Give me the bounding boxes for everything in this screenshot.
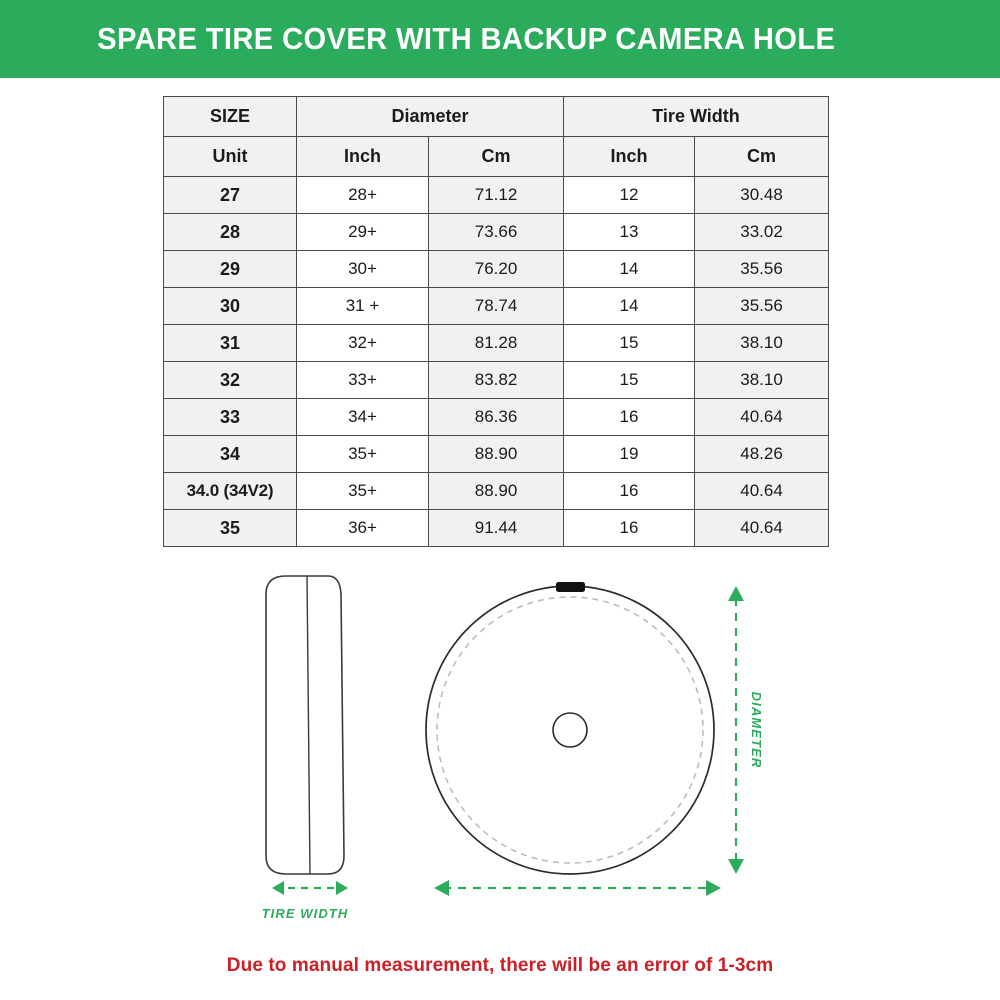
cell-width-cm: 38.10	[694, 361, 830, 399]
cell-diameter-inch: 29+	[296, 213, 429, 251]
diameter-arrow-down-icon	[728, 859, 744, 874]
tire-width-arrow-right-icon	[336, 881, 348, 895]
cell-diameter-cm: 86.36	[427, 398, 565, 436]
column-header-width-inch: Inch	[563, 136, 696, 177]
cell-size: 30	[163, 287, 297, 325]
table-row: 31 32+ 81.28 15 38.10	[163, 324, 830, 362]
cell-width-cm: 40.64	[694, 398, 830, 436]
column-header-diameter-inch: Inch	[296, 136, 429, 177]
cell-width-cm: 33.02	[694, 213, 830, 251]
cell-diameter-inch: 28+	[296, 176, 429, 214]
cell-width-cm: 35.56	[694, 287, 830, 325]
cell-diameter-inch: 35+	[296, 472, 429, 510]
cell-diameter-inch: 35+	[296, 435, 429, 473]
cell-diameter-inch: 36+	[296, 509, 429, 547]
table-row: 33 34+ 86.36 16 40.64	[163, 398, 830, 436]
cell-width-cm: 40.64	[694, 509, 830, 547]
cell-size: 29	[163, 250, 297, 288]
cell-width-inch: 12	[563, 176, 696, 214]
cell-width-cm: 35.56	[694, 250, 830, 288]
diameter-label: DIAMETER	[749, 692, 764, 769]
cell-width-cm: 30.48	[694, 176, 830, 214]
table-header: SIZE Diameter Tire Width Unit Inch Cm In…	[163, 96, 830, 177]
table-row: 27 28+ 71.12 12 30.48	[163, 176, 830, 214]
cell-width-cm: 40.64	[694, 472, 830, 510]
cell-diameter-cm: 78.74	[427, 287, 565, 325]
table-body: 27 28+ 71.12 12 30.48 28 29+ 73.66 13 33.02 29 30+ 7…	[163, 176, 830, 547]
cell-width-inch: 14	[563, 287, 696, 325]
tire-width-dimension: TIRE WIDTH	[262, 881, 349, 921]
front-view-illustration	[425, 582, 715, 875]
column-header-width-cm: Cm	[694, 136, 830, 177]
cell-diameter-cm: 88.90	[427, 472, 565, 510]
column-header-diameter: Diameter	[295, 96, 565, 137]
side-view-body	[265, 575, 345, 875]
table-sub-header-row: Unit Inch Cm Inch Cm	[163, 136, 830, 177]
cell-diameter-inch: 34+	[296, 398, 429, 436]
cell-width-inch: 16	[563, 472, 696, 510]
product-diagram: TIRE WIDTH DIAMETER	[0, 556, 1000, 946]
diameter-horizontal-dimension	[434, 880, 721, 896]
cell-size: 31	[163, 324, 297, 362]
cell-diameter-cm: 83.82	[427, 361, 565, 399]
cell-width-inch: 14	[563, 250, 696, 288]
cell-diameter-inch: 32+	[296, 324, 429, 362]
tire-width-label: TIRE WIDTH	[262, 906, 349, 921]
cell-size: 34.0 (34V2)	[163, 472, 297, 510]
cell-diameter-cm: 91.44	[427, 509, 565, 547]
cell-diameter-inch: 31 +	[296, 287, 429, 325]
diameter-arrow-up-icon	[728, 586, 744, 601]
cell-size: 35	[163, 509, 297, 547]
column-header-unit: Unit	[163, 136, 297, 177]
column-header-diameter-cm: Cm	[427, 136, 565, 177]
table-row: 34 35+ 88.90 19 48.26	[163, 435, 830, 473]
table-row: 34.0 (34V2) 35+ 88.90 16 40.64	[163, 472, 830, 510]
diameter-horizontal-arrow-left-icon	[434, 880, 449, 896]
cell-diameter-inch: 30+	[296, 250, 429, 288]
measurement-disclaimer: Due to manual measurement, there will be…	[226, 955, 774, 976]
table-row: 35 36+ 91.44 16 40.64	[163, 509, 830, 547]
cell-diameter-cm: 81.28	[427, 324, 565, 362]
table-row: 30 31 +78.74 14 35.56	[163, 287, 830, 325]
cell-diameter-inch: 33+	[296, 361, 429, 399]
cell-diameter-cm: 76.20	[427, 250, 565, 288]
table-row: 29 30+ 76.20 14 35.56	[163, 250, 830, 288]
header-banner: SPARE TIRE COVER WITH BACKUP CAMERA HOLE	[0, 0, 1000, 78]
size-chart-table: SIZE Diameter Tire Width Unit Inch Cm In…	[163, 96, 830, 547]
cell-width-inch: 16	[563, 398, 696, 436]
cell-size: 28	[163, 213, 297, 251]
cell-size: 27	[163, 176, 297, 214]
column-header-tire-width: Tire Width	[563, 96, 830, 137]
cover-inner-dashed-circle	[436, 596, 704, 864]
diameter-vertical-dimension: DIAMETER	[728, 586, 764, 874]
cell-diameter-cm: 88.90	[427, 435, 565, 473]
header-banner-inner: SPARE TIRE COVER WITH BACKUP CAMERA HOLE	[0, 0, 920, 78]
size-chart-table-wrapper: SIZE Diameter Tire Width Unit Inch Cm In…	[163, 96, 830, 547]
cell-width-inch: 16	[563, 509, 696, 547]
table-row: 28 29+ 73.66 13 33.02	[163, 213, 830, 251]
cell-diameter-cm: 71.12	[427, 176, 565, 214]
cell-size: 33	[163, 398, 297, 436]
tire-width-arrow-left-icon	[272, 881, 284, 895]
table-row: 32 33+ 83.82 15 38.10	[163, 361, 830, 399]
cell-width-inch: 19	[563, 435, 696, 473]
side-view-illustration	[265, 575, 345, 875]
cell-width-inch: 13	[563, 213, 696, 251]
cell-diameter-cm: 73.66	[427, 213, 565, 251]
camera-tab-icon	[556, 582, 585, 592]
side-view-seam-line	[306, 575, 311, 875]
column-header-size: SIZE	[163, 96, 297, 137]
page-title: SPARE TIRE COVER WITH BACKUP CAMERA HOLE	[97, 21, 836, 56]
backup-camera-hole	[552, 712, 588, 748]
cell-width-cm: 48.26	[694, 435, 830, 473]
cell-size: 32	[163, 361, 297, 399]
diameter-horizontal-arrow-right-icon	[706, 880, 721, 896]
cell-width-inch: 15	[563, 324, 696, 362]
cell-width-inch: 15	[563, 361, 696, 399]
cell-width-cm: 38.10	[694, 324, 830, 362]
table-group-header-row: SIZE Diameter Tire Width	[163, 96, 830, 137]
cell-size: 34	[163, 435, 297, 473]
